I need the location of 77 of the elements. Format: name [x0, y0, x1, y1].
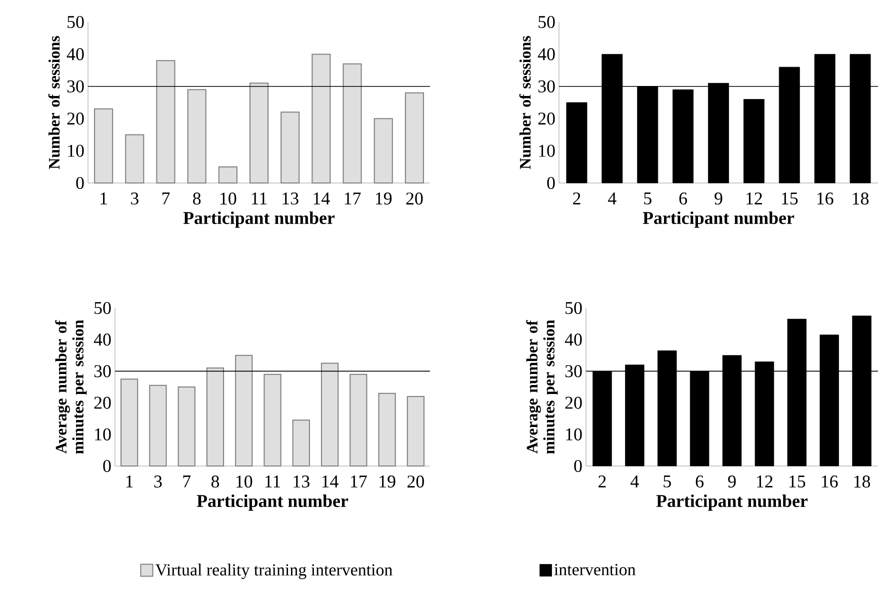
- y-tick-label: 40: [564, 334, 582, 346]
- x-tick-label: 2: [598, 476, 606, 488]
- x-tick-label: 10: [220, 192, 236, 205]
- y-tick-label: 30: [565, 365, 582, 378]
- x-tick-label: 19: [380, 476, 396, 488]
- x-tick-label: 18: [852, 192, 869, 205]
- y-tick-label: 20: [94, 396, 111, 409]
- x-tick-label: 5: [644, 192, 652, 204]
- x-tick-label: 8: [211, 476, 220, 488]
- x-tick-label: 4: [630, 476, 639, 488]
- legend-label: intervention: [554, 564, 636, 576]
- y-tick-label: 30: [67, 80, 84, 92]
- y-axis-title: Average number of minutes per session: [55, 320, 87, 454]
- y-tick-label: 50: [68, 16, 84, 28]
- y-tick-label: 50: [538, 16, 555, 28]
- x-tick-label: 13: [282, 192, 298, 205]
- x-tick-label: 5: [664, 476, 671, 488]
- y-tick-label: 50: [94, 302, 111, 314]
- x-tick-label: 18: [854, 476, 870, 488]
- x-tick-label: 17: [344, 192, 361, 204]
- x-tick-label: 3: [154, 476, 162, 488]
- y-axis-title: Number of sessions: [48, 36, 60, 170]
- y-tick-label: 30: [538, 80, 555, 92]
- x-tick-label: 3: [131, 192, 138, 205]
- x-tick-label: 19: [376, 192, 392, 205]
- x-tick-label: 16: [822, 476, 838, 488]
- bar: [743, 99, 764, 184]
- x-tick-label: 20: [408, 476, 424, 488]
- bar: [672, 89, 694, 184]
- x-tick-label: 7: [162, 192, 170, 204]
- x-tick-label: 15: [790, 476, 806, 488]
- y-tick-label: 10: [95, 428, 111, 440]
- x-tick-label: 6: [679, 192, 688, 205]
- x-tick-label: 16: [817, 192, 834, 205]
- x-tick-label: 14: [314, 192, 330, 204]
- x-tick-label: 11: [252, 192, 267, 204]
- x-tick-label: 11: [265, 476, 280, 488]
- x-tick-label: 17: [351, 476, 367, 488]
- y-tick-label: 20: [67, 112, 84, 125]
- y-tick-label: 0: [547, 176, 555, 190]
- x-tick-label: 9: [728, 476, 736, 488]
- x-tick-label: 4: [608, 192, 616, 204]
- x-tick-label: 12: [746, 192, 762, 204]
- y-tick-label: 40: [94, 334, 111, 346]
- y-tick-label: 10: [68, 144, 84, 157]
- y-tick-label: 40: [66, 48, 84, 60]
- bar: [566, 102, 588, 184]
- y-tick-label: 20: [538, 112, 555, 125]
- y-axis-title: Number of sessions: [519, 36, 531, 170]
- x-tick-label: 6: [696, 476, 704, 488]
- y-tick-label: 20: [565, 396, 582, 409]
- x-axis-title: Participant number: [196, 494, 348, 511]
- y-tick-label: 10: [566, 428, 582, 440]
- y-tick-label: 0: [574, 460, 582, 472]
- x-tick-label: 8: [193, 192, 201, 205]
- y-tick-label: 0: [103, 460, 111, 472]
- y-tick-label: 40: [538, 48, 555, 60]
- x-tick-label: 7: [183, 476, 191, 488]
- x-tick-label: 12: [757, 476, 772, 488]
- y-tick-label: 30: [94, 365, 111, 378]
- y-tick-label: 50: [566, 302, 582, 314]
- y-tick-label: 10: [539, 144, 555, 157]
- x-tick-label: 13: [294, 476, 310, 488]
- x-tick-label: 1: [100, 192, 107, 204]
- x-tick-label: 10: [236, 476, 252, 488]
- legend-label: Virtual reality training intervention: [155, 564, 392, 580]
- x-tick-label: 15: [782, 192, 798, 205]
- y-axis-title: Average number of minutes per session: [526, 320, 558, 454]
- x-axis-title: Participant number: [656, 494, 808, 511]
- y-tick-label: 0: [76, 176, 84, 190]
- x-tick-label: 9: [714, 192, 722, 205]
- x-tick-label: 1: [126, 476, 133, 488]
- x-tick-label: 14: [322, 476, 338, 488]
- x-tick-label: 2: [573, 192, 580, 204]
- x-axis-title: Participant number: [183, 211, 335, 228]
- x-tick-label: 20: [406, 192, 423, 205]
- x-axis-title: Participant number: [642, 211, 794, 228]
